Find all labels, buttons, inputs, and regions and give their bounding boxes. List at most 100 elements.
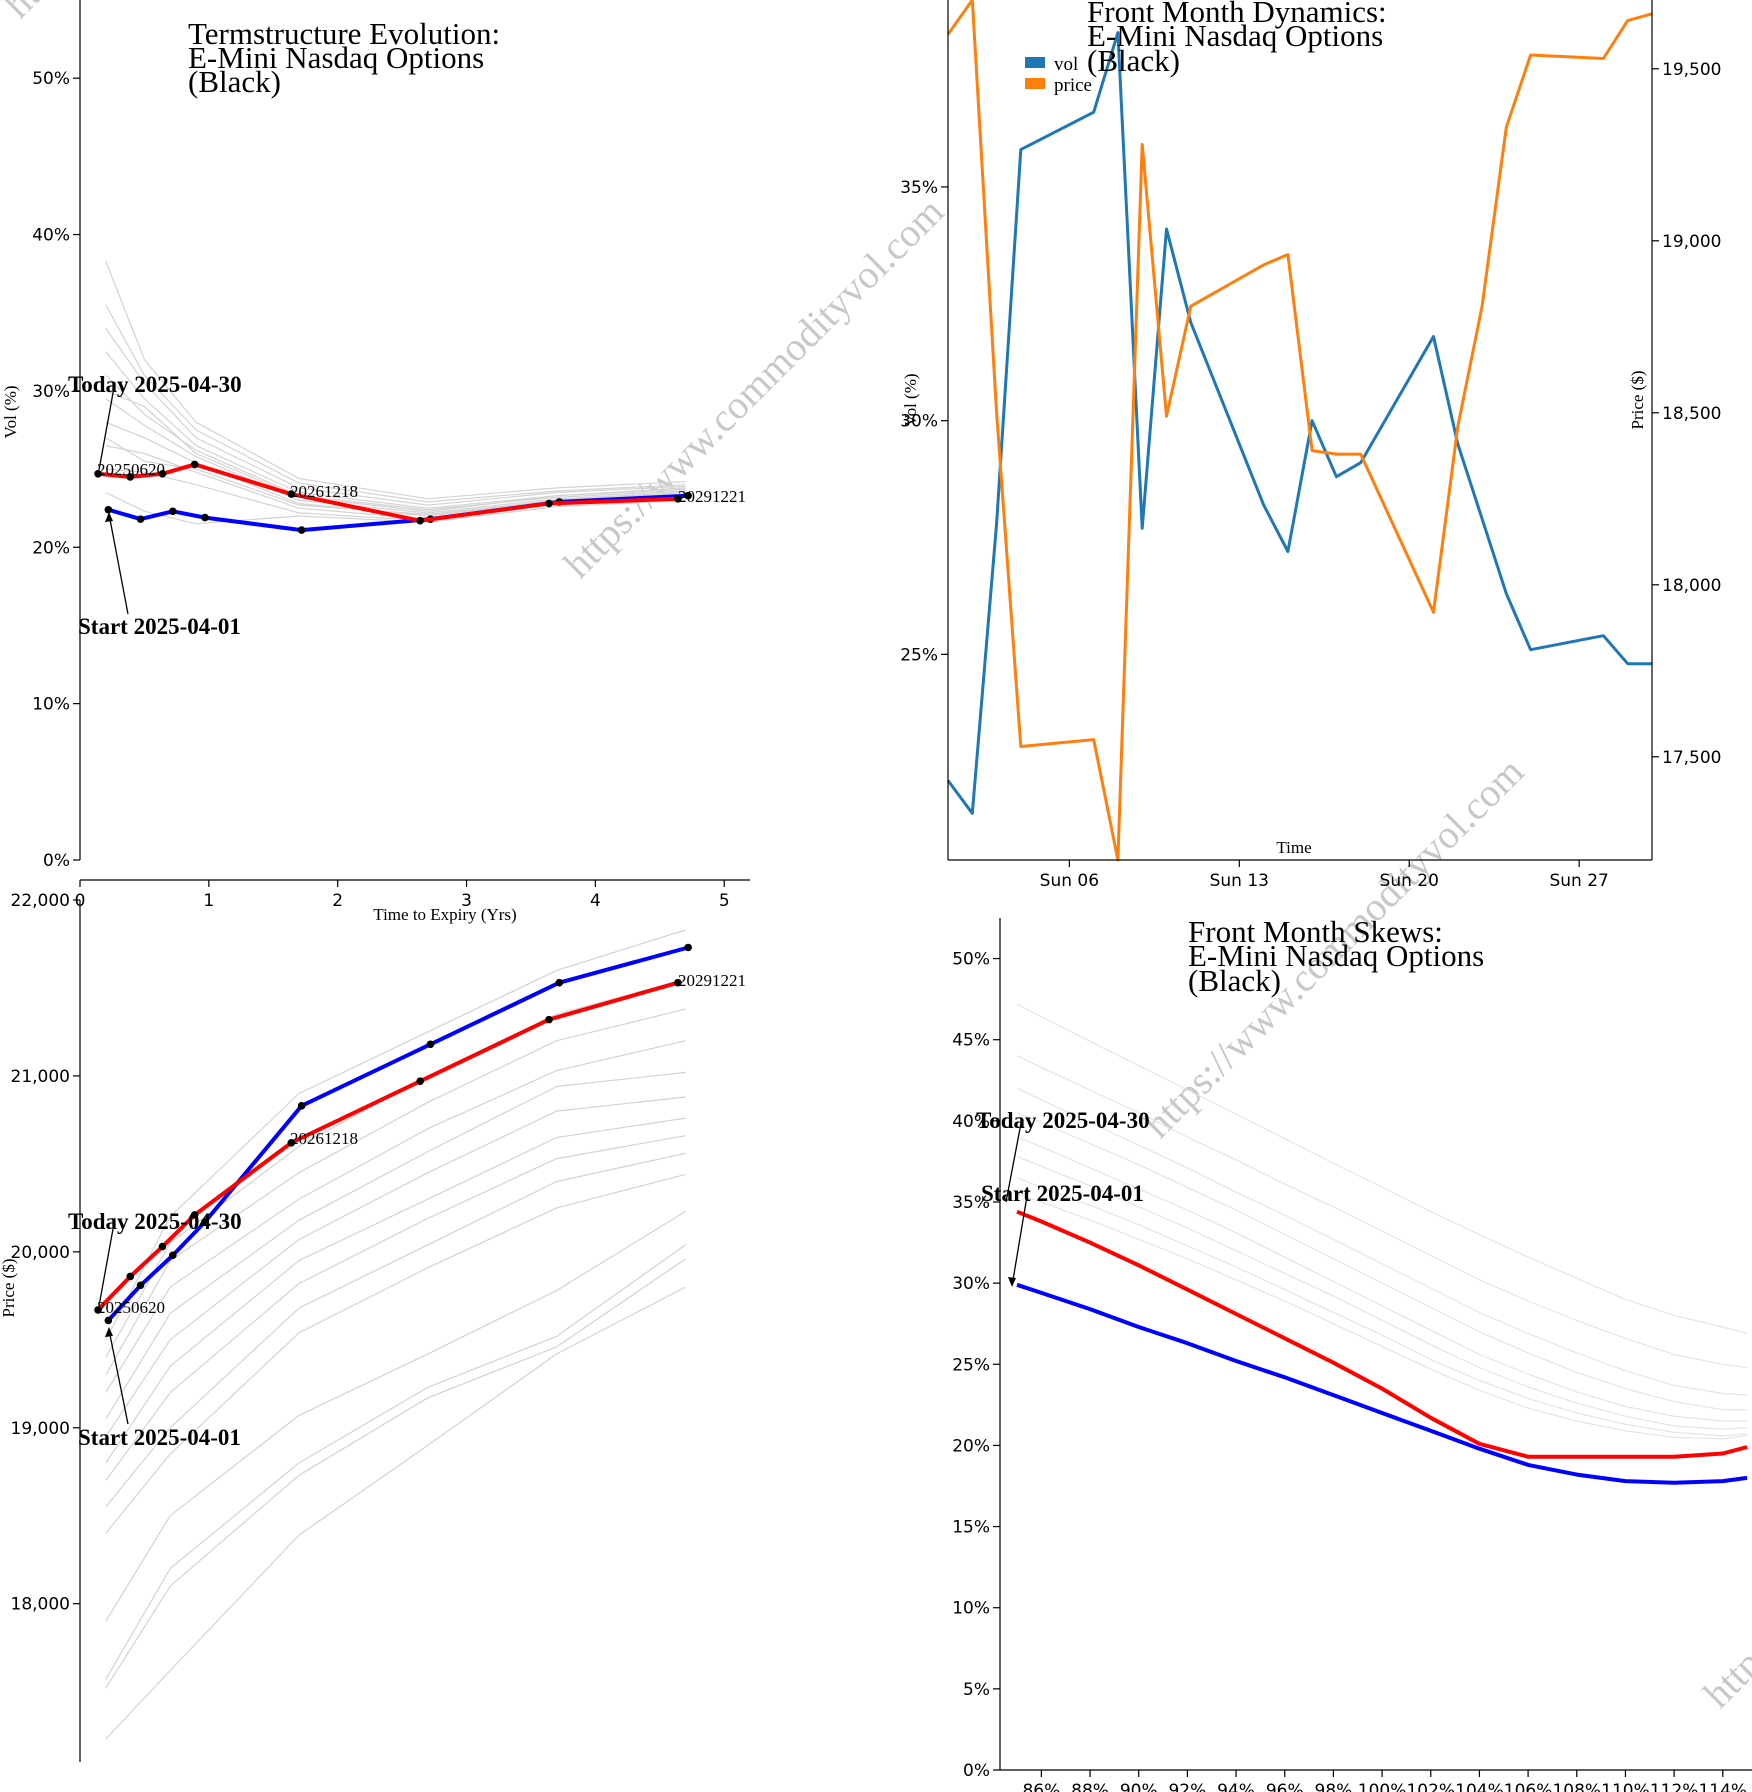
x-tick-label: Sun 06 bbox=[1040, 871, 1099, 891]
chart-title-line-1: Front Month Dynamics: bbox=[1087, 0, 1387, 29]
history-lines bbox=[1016, 1003, 1748, 1440]
legend-swatch-vol bbox=[1025, 57, 1045, 68]
y-tick-label: 25% bbox=[952, 1355, 990, 1375]
chart-title-line-3: (Black) bbox=[1087, 43, 1180, 78]
history-line bbox=[105, 978, 686, 1358]
x-tick-label: 106% bbox=[1504, 1781, 1553, 1792]
expiry-label: 20250620 bbox=[97, 1298, 165, 1317]
y-tick-label: 40% bbox=[32, 226, 70, 246]
chart-title-line-2: E-Mini Nasdaq Options bbox=[188, 40, 484, 75]
watermark-text: https://www.commodityvol.com bbox=[1695, 1319, 1752, 1717]
series-point bbox=[126, 1272, 135, 1281]
history-line bbox=[1016, 1087, 1748, 1396]
x-tick-label: 96% bbox=[1266, 1781, 1304, 1792]
series-point bbox=[136, 515, 145, 523]
axes: 25% 30% 35% 17,500 18,000 18,500 19,000 19,500 S… bbox=[900, 0, 1721, 891]
series-point bbox=[136, 1281, 145, 1290]
series-point bbox=[416, 1077, 424, 1085]
series-point bbox=[126, 473, 135, 481]
front-month-dynamics-chart: 25% 30% 35% 17,500 18,000 18,500 19,000 19,500 S… bbox=[900, 0, 1721, 891]
series-line bbox=[1016, 1282, 1748, 1485]
expiry-label: 20261218 bbox=[290, 1129, 358, 1148]
y-tick-label: 30% bbox=[952, 1274, 990, 1294]
y-tick-label: 10% bbox=[32, 695, 70, 715]
history-line bbox=[105, 398, 686, 514]
y-tick-label: 40% bbox=[952, 1112, 990, 1132]
start-arrow bbox=[1012, 1189, 1029, 1281]
history-line bbox=[105, 1286, 686, 1740]
termstructure-vol-chart: 0%10%20%30%40%50%0 1 2 3 4 5 Termstructure Ev… bbox=[1, 0, 750, 924]
series-lines bbox=[94, 460, 692, 534]
x-tick-label: 92% bbox=[1168, 1781, 1206, 1792]
y-tick-label: 19,000 bbox=[11, 1419, 70, 1439]
x-tick-label: Sun 13 bbox=[1210, 871, 1269, 891]
x-tick-label: 86% bbox=[1022, 1781, 1060, 1792]
y-tick-label: 20% bbox=[32, 538, 70, 558]
expiry-label: 20291221 bbox=[678, 971, 746, 990]
y-tick-label: 17,500 bbox=[1662, 748, 1721, 768]
series-lines bbox=[94, 943, 692, 1325]
legend-label-price: price bbox=[1054, 75, 1092, 96]
start-arrow bbox=[108, 513, 129, 615]
history-line bbox=[105, 1040, 686, 1393]
history-line bbox=[1016, 1003, 1748, 1335]
series-point bbox=[168, 1251, 177, 1260]
x-tick-label: Sun 20 bbox=[1380, 871, 1439, 891]
series-point bbox=[168, 507, 177, 516]
series-point bbox=[158, 469, 167, 478]
expiry-label: 20250620 bbox=[97, 460, 165, 479]
y-tick-label: 35% bbox=[952, 1193, 990, 1213]
x-tick-label: 3 bbox=[461, 891, 472, 911]
series-line bbox=[106, 945, 689, 1322]
y-tick-label: 15% bbox=[952, 1518, 990, 1538]
history-line bbox=[105, 1008, 686, 1376]
history-line bbox=[105, 304, 686, 503]
y-tick-label: 5% bbox=[963, 1680, 990, 1700]
series-point bbox=[684, 491, 692, 500]
y-tick-label: 20,000 bbox=[11, 1243, 70, 1263]
start-arrow bbox=[108, 1329, 129, 1425]
y-axis-title: Vol (%) bbox=[1, 385, 20, 438]
history-line bbox=[1016, 1193, 1748, 1440]
legend-swatch-price bbox=[1025, 78, 1045, 89]
axes: 0% 5% 10% 15% 20% 25% 30% 35% 40% 45% 50% 86% 88% 90%… bbox=[952, 918, 1752, 1792]
series-line-price bbox=[946, 0, 1653, 862]
series-point bbox=[297, 526, 306, 534]
series-line-vol bbox=[946, 31, 1652, 815]
series-line bbox=[96, 980, 679, 1312]
y-tick-label: 0% bbox=[43, 851, 70, 871]
y-tick-label: 22,000 bbox=[11, 891, 70, 911]
today-annotation: Today 2025-04-30 bbox=[68, 1209, 242, 1234]
history-line bbox=[105, 260, 686, 500]
history-line bbox=[105, 1210, 686, 1622]
history-line bbox=[105, 1152, 686, 1508]
x-tick-label: 4 bbox=[590, 891, 601, 911]
history-line bbox=[105, 1096, 686, 1437]
history-line bbox=[1016, 1112, 1748, 1411]
today-arrow bbox=[98, 381, 116, 471]
y-tick-label: 25% bbox=[900, 645, 938, 665]
history-line bbox=[1016, 1055, 1748, 1369]
history-line bbox=[105, 1258, 686, 1689]
series-lines bbox=[946, 0, 1653, 862]
x-tick-label: 110% bbox=[1601, 1781, 1650, 1792]
start-arrowhead bbox=[105, 1327, 113, 1337]
series-point bbox=[201, 513, 209, 522]
series-point bbox=[426, 1040, 435, 1049]
start-annotation: Start 2025-04-01 bbox=[78, 1425, 241, 1450]
today-annotation: Today 2025-04-30 bbox=[976, 1108, 1150, 1133]
x-tick-label: 104% bbox=[1455, 1781, 1504, 1792]
series-point bbox=[287, 490, 296, 498]
history-line bbox=[105, 1173, 686, 1534]
y-tick-label: 50% bbox=[32, 69, 70, 89]
y-tick-label: 0% bbox=[963, 1761, 990, 1781]
series-point bbox=[158, 1242, 167, 1251]
start-annotation: Start 2025-04-01 bbox=[981, 1181, 1144, 1206]
series-point bbox=[416, 516, 424, 525]
start-arrowhead bbox=[1008, 1277, 1016, 1287]
expiry-label: 20291221 bbox=[678, 487, 746, 506]
termstructure-price-chart: 18,000 19,000 20,000 21,000 22,000 Price ($)… bbox=[0, 891, 746, 1762]
y-tick-label: 30% bbox=[32, 382, 70, 402]
x-tick-label: 98% bbox=[1315, 1781, 1353, 1792]
